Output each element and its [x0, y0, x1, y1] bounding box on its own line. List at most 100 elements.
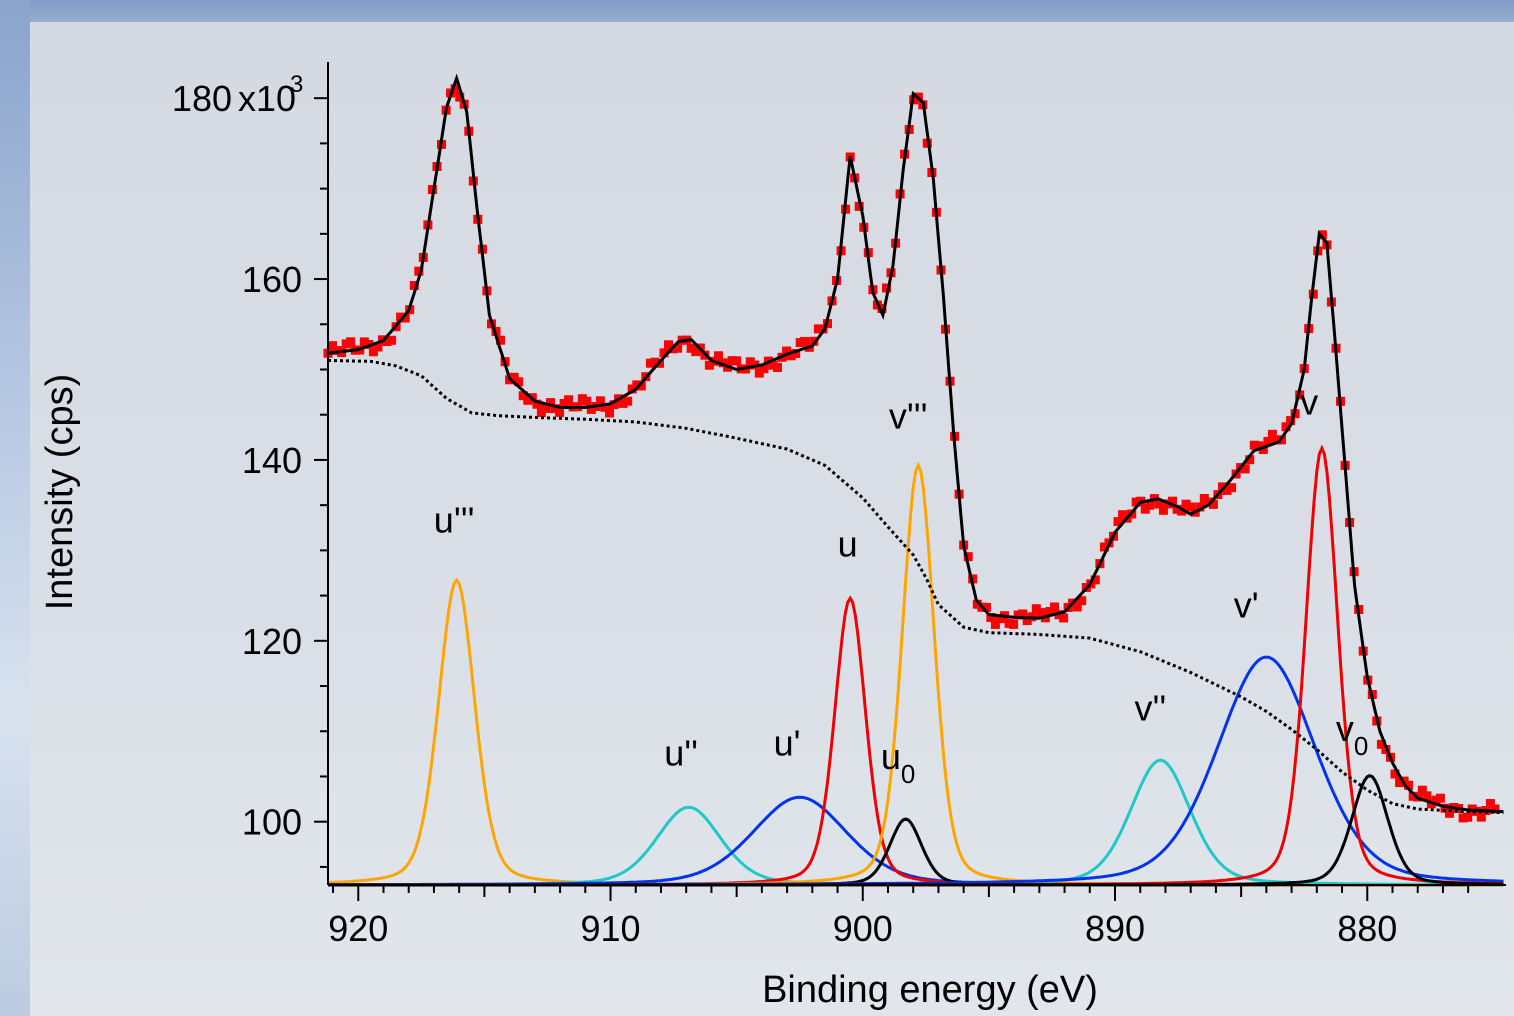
data-point	[1376, 739, 1386, 749]
data-point	[595, 396, 605, 406]
plot-panel: 100 120 140 160 180 x10 3 920 910 900 890 880 u''' u…	[30, 22, 1514, 1016]
data-point	[382, 337, 392, 346]
data-point	[346, 337, 356, 347]
peak-label-1: u''	[664, 733, 698, 774]
y-tick-label: 180	[172, 78, 232, 119]
data-point	[387, 335, 397, 345]
data-point	[623, 396, 633, 406]
data-point	[1045, 607, 1055, 616]
data-point	[877, 304, 887, 313]
data-point	[1390, 769, 1400, 779]
data-point	[1154, 499, 1164, 509]
component-peak-0	[327, 577, 1504, 887]
envelope-fit-curve	[327, 73, 1504, 814]
data-point	[1404, 780, 1414, 790]
data-point	[1077, 596, 1087, 606]
data-point	[609, 400, 619, 410]
y-scale-label: x10	[238, 78, 296, 119]
data-point	[1050, 602, 1059, 612]
data-point	[673, 343, 683, 353]
y-axis-title: Intensity (cps)	[39, 374, 81, 611]
data-point	[368, 347, 378, 357]
data-point	[400, 313, 410, 323]
data-point	[981, 602, 991, 612]
peak-label-3: u	[838, 524, 858, 565]
data-point	[714, 351, 723, 361]
peak-label-subscript: 0	[901, 759, 915, 789]
data-point	[1181, 499, 1191, 509]
data-point	[986, 613, 996, 622]
data-point	[541, 403, 551, 413]
x-tick-label: 910	[580, 908, 640, 949]
data-point	[564, 395, 574, 405]
data-point	[1059, 613, 1069, 623]
peak-label-7: v'	[1234, 584, 1259, 625]
data-point	[1072, 602, 1082, 612]
data-point	[1281, 422, 1291, 432]
component-peak-3	[328, 595, 1504, 887]
data-point	[809, 336, 819, 346]
data-point	[1099, 542, 1109, 552]
data-point	[659, 348, 669, 358]
data-point	[328, 341, 337, 351]
data-point	[496, 335, 505, 345]
data-point	[854, 201, 864, 211]
component-peaks	[327, 444, 1504, 887]
data-point	[1199, 494, 1209, 503]
data-point	[1417, 785, 1427, 795]
data-point	[800, 336, 810, 346]
x-tick-label: 890	[1085, 908, 1145, 949]
data-point	[1463, 812, 1473, 822]
data-point	[1286, 416, 1296, 426]
y-scale-exponent: 3	[290, 71, 303, 98]
data-point	[882, 283, 891, 293]
background-curve	[328, 359, 1504, 815]
data-point	[782, 346, 792, 356]
data-point	[1435, 793, 1445, 803]
data-point	[514, 377, 524, 387]
peak-label-5: v'''	[889, 395, 928, 436]
data-point	[732, 356, 742, 366]
x-tick-label: 880	[1337, 908, 1397, 949]
data-point	[450, 84, 460, 94]
data-point	[600, 402, 610, 412]
data-point	[786, 351, 796, 361]
data-point	[1022, 616, 1032, 626]
data-point	[1186, 502, 1196, 512]
data-point	[1445, 808, 1454, 818]
data-point	[1036, 608, 1046, 618]
data-point	[1208, 499, 1218, 509]
data-point	[627, 384, 637, 394]
component-peak-5	[328, 461, 1504, 887]
data-point	[1158, 505, 1168, 515]
data-point	[1009, 619, 1019, 629]
data-point	[532, 399, 542, 409]
fit-lines	[327, 73, 1504, 815]
peak-label-0: u'''	[434, 499, 475, 540]
data-point	[1195, 502, 1205, 512]
data-point	[582, 396, 592, 406]
data-point	[1090, 575, 1100, 585]
data-point	[1485, 799, 1495, 808]
data-point	[409, 281, 419, 290]
data-point	[1317, 230, 1327, 240]
peak-label-subscript: 0	[1354, 731, 1368, 761]
data-point	[1031, 604, 1041, 614]
data-point	[414, 266, 424, 276]
data-point	[1440, 803, 1450, 813]
x-tick-label: 920	[328, 908, 388, 949]
peak-label-9: v0	[1336, 708, 1368, 761]
x-axis-title: Binding energy (eV)	[762, 969, 1098, 1011]
y-tick-label: 100	[242, 802, 302, 843]
data-point	[359, 337, 369, 347]
data-point	[1476, 812, 1486, 822]
peak-labels: u''' u'' u' u u0 v''' v'' v' v v0	[434, 382, 1369, 790]
component-peak-7	[328, 655, 1504, 887]
data-point	[1458, 813, 1468, 823]
data-point	[550, 404, 560, 414]
data-point	[586, 404, 596, 414]
data-point	[1258, 445, 1268, 454]
data-point	[636, 381, 646, 391]
data-point	[455, 92, 465, 102]
